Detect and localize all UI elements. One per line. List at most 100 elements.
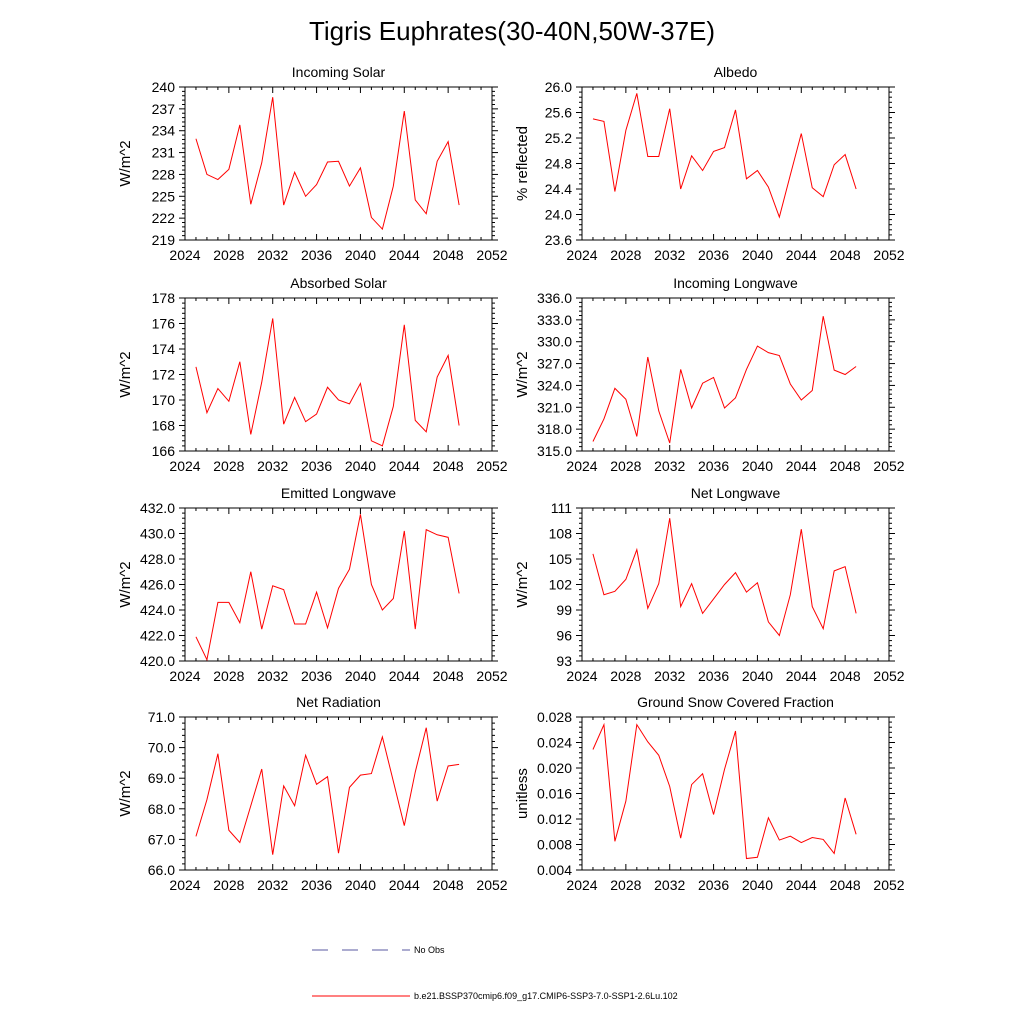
y-tick-label: 178	[152, 290, 176, 306]
y-tick-label: 228	[152, 166, 176, 182]
x-tick-label: 2052	[476, 668, 507, 684]
legend-model-label: b.e21.BSSP370cmip6.f09_g17.CMIP6-SSP3-7.…	[414, 991, 678, 1001]
y-tick-label: 330.0	[537, 334, 572, 350]
panel-title: Incoming Solar	[292, 64, 386, 80]
x-tick-label: 2032	[257, 247, 288, 263]
y-tick-label: 176	[152, 316, 176, 332]
x-tick-label: 2024	[169, 247, 200, 263]
y-tick-label: 108	[549, 526, 573, 542]
x-tick-label: 2024	[169, 877, 200, 893]
x-tick-label: 2040	[742, 877, 773, 893]
series-line	[195, 727, 460, 855]
y-tick-label: 219	[152, 232, 176, 248]
y-tick-label: 24.0	[545, 207, 572, 223]
x-tick-label: 2040	[345, 877, 376, 893]
y-tick-label: 24.8	[545, 156, 572, 172]
y-tick-label: 0.024	[537, 735, 572, 751]
x-tick-label: 2036	[301, 458, 332, 474]
legend: No Obs b.e21.BSSP370cmip6.f09_g17.CMIP6-…	[312, 945, 678, 1001]
y-tick-label: 23.6	[545, 232, 572, 248]
y-axis-label: W/m^2	[117, 351, 134, 397]
x-tick-label: 2052	[873, 877, 904, 893]
panel-title: Incoming Longwave	[673, 275, 798, 291]
y-tick-label: 0.016	[537, 786, 572, 802]
y-tick-label: 231	[152, 145, 176, 161]
y-tick-label: 333.0	[537, 312, 572, 328]
y-tick-label: 0.028	[537, 709, 572, 725]
x-tick-label: 2040	[345, 458, 376, 474]
y-tick-label: 166	[152, 443, 176, 459]
x-tick-label: 2052	[476, 458, 507, 474]
y-axis-label: W/m^2	[514, 351, 531, 397]
y-tick-label: 70.0	[148, 740, 175, 756]
y-axis-label: W/m^2	[514, 561, 531, 607]
x-tick-label: 2044	[786, 458, 817, 474]
y-tick-label: 426.0	[140, 577, 175, 593]
y-tick-label: 324.0	[537, 377, 572, 393]
series-line	[195, 318, 460, 447]
y-tick-label: 234	[152, 123, 176, 139]
x-tick-label: 2036	[301, 668, 332, 684]
x-tick-label: 2028	[213, 458, 244, 474]
y-tick-label: 422.0	[140, 628, 175, 644]
y-tick-label: 318.0	[537, 421, 572, 437]
x-tick-label: 2028	[213, 668, 244, 684]
chart-panel-0: Incoming Solar 2024 2028 2032 2036 2040 2044 20…	[117, 64, 508, 263]
y-tick-label: 174	[152, 341, 176, 357]
panel-title: Ground Snow Covered Fraction	[637, 694, 834, 710]
x-tick-label: 2024	[566, 458, 597, 474]
x-tick-label: 2048	[830, 877, 861, 893]
plot-frame	[184, 716, 493, 871]
x-tick-label: 2032	[654, 458, 685, 474]
y-tick-label: 93	[556, 653, 572, 669]
y-tick-label: 336.0	[537, 290, 572, 306]
x-tick-label: 2028	[213, 877, 244, 893]
x-tick-label: 2032	[257, 668, 288, 684]
plot-frame	[581, 507, 890, 662]
x-tick-label: 2048	[433, 458, 464, 474]
chart-panel-3: Incoming Longwave 2024 2028 2032 2036 2040 204…	[514, 275, 905, 474]
y-tick-label: 24.4	[545, 181, 572, 197]
figure-title: Tigris Euphrates(30-40N,50W-37E)	[309, 16, 715, 46]
x-tick-label: 2052	[476, 877, 507, 893]
y-tick-label: 222	[152, 210, 176, 226]
x-tick-label: 2024	[169, 458, 200, 474]
x-tick-label: 2040	[345, 668, 376, 684]
y-tick-label: 111	[551, 500, 572, 516]
x-tick-label: 2024	[566, 668, 597, 684]
x-tick-label: 2048	[830, 247, 861, 263]
y-tick-label: 424.0	[140, 602, 175, 618]
y-axis-label: % reflected	[514, 126, 531, 201]
chart-panel-6: Net Radiation 2024 2028 2032 2036 2040 2044 204…	[117, 694, 508, 893]
x-tick-label: 2044	[389, 458, 420, 474]
x-tick-label: 2024	[169, 668, 200, 684]
y-tick-label: 315.0	[537, 443, 572, 459]
x-tick-label: 2048	[830, 668, 861, 684]
x-tick-label: 2044	[786, 668, 817, 684]
panel-title: Net Longwave	[691, 485, 781, 501]
chart-panel-2: Absorbed Solar 2024 2028 2032 2036 2040 2044 20…	[117, 275, 508, 474]
series-line	[195, 514, 460, 662]
y-tick-label: 71.0	[148, 709, 175, 725]
panel-title: Absorbed Solar	[290, 275, 387, 291]
chart-panel-7: Ground Snow Covered Fraction 2024 2028 2032…	[514, 694, 905, 893]
y-tick-label: 25.2	[545, 130, 572, 146]
y-tick-label: 428.0	[140, 551, 175, 567]
x-tick-label: 2028	[213, 247, 244, 263]
x-tick-label: 2040	[345, 247, 376, 263]
x-tick-label: 2036	[698, 458, 729, 474]
y-tick-label: 237	[152, 101, 176, 117]
x-tick-label: 2024	[566, 247, 597, 263]
x-tick-label: 2052	[873, 247, 904, 263]
x-tick-label: 2040	[742, 247, 773, 263]
panel-title: Albedo	[714, 64, 758, 80]
series-line	[592, 518, 857, 637]
y-tick-label: 26.0	[545, 79, 572, 95]
y-tick-label: 96	[556, 628, 572, 644]
y-axis-label: W/m^2	[117, 561, 134, 607]
y-tick-label: 172	[152, 367, 176, 383]
y-tick-label: 327.0	[537, 356, 572, 372]
y-tick-label: 420.0	[140, 653, 175, 669]
x-tick-label: 2032	[257, 458, 288, 474]
